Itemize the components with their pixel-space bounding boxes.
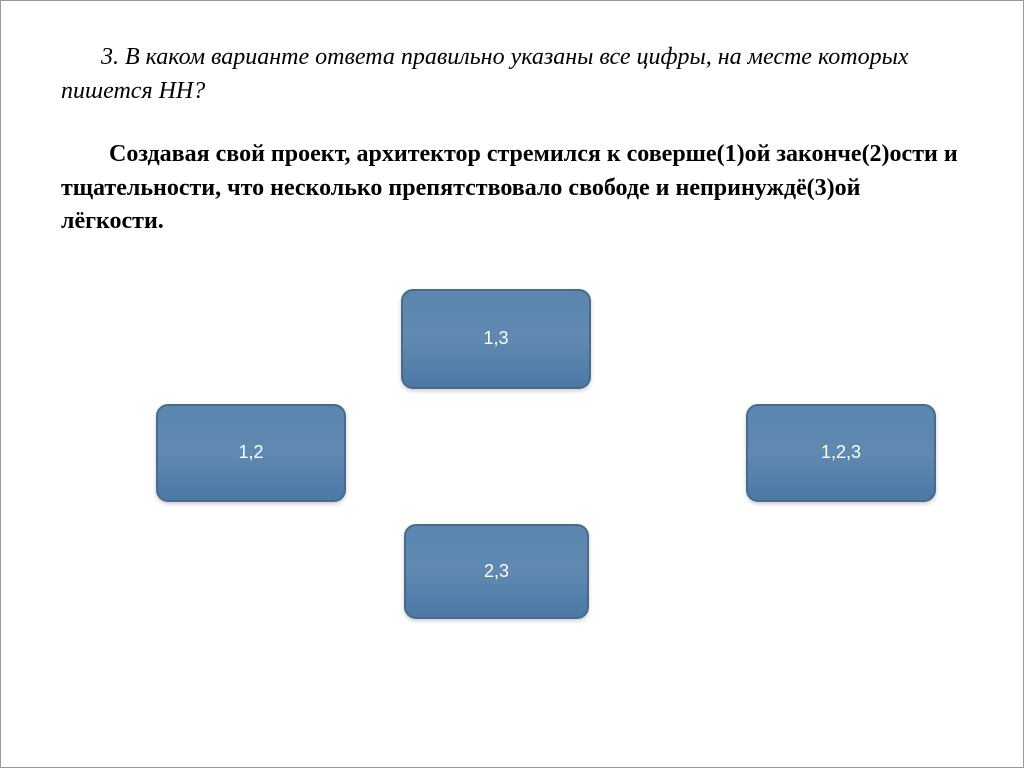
option-label: 1,2,3 bbox=[821, 442, 861, 463]
option-button-bottom[interactable]: 2,3 bbox=[404, 524, 589, 619]
option-label: 1,2 bbox=[238, 442, 263, 463]
option-button-left[interactable]: 1,2 bbox=[156, 404, 346, 502]
option-label: 2,3 bbox=[484, 561, 509, 582]
question-body: Создавая свой проект, архитектор стремил… bbox=[61, 138, 963, 239]
options-area: 1,3 1,2 1,2,3 2,3 bbox=[61, 289, 963, 639]
question-title: 3. В каком варианте ответа правильно ука… bbox=[61, 41, 963, 108]
slide-content: 3. В каком варианте ответа правильно ука… bbox=[1, 1, 1023, 679]
option-label: 1,3 bbox=[483, 328, 508, 349]
option-button-right[interactable]: 1,2,3 bbox=[746, 404, 936, 502]
option-button-top[interactable]: 1,3 bbox=[401, 289, 591, 389]
